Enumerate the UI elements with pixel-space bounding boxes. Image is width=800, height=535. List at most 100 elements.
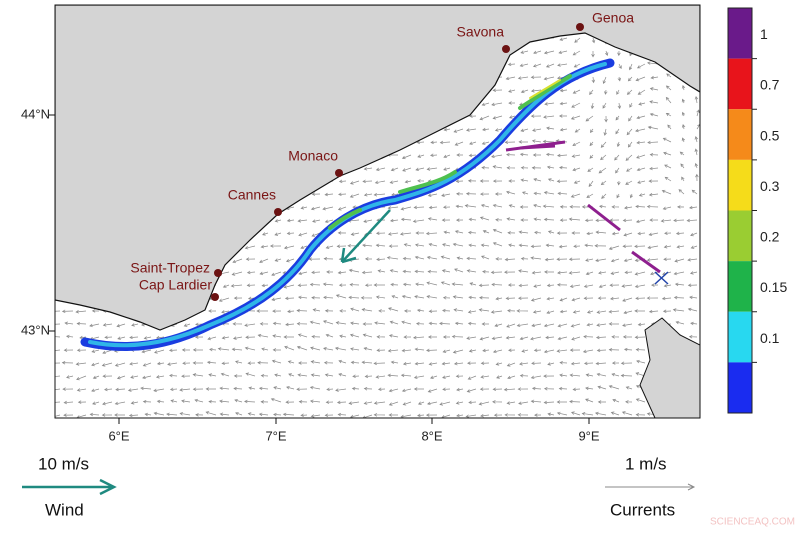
current-arrow <box>389 180 399 184</box>
current-arrow <box>116 323 126 328</box>
current-arrow <box>611 373 620 377</box>
current-arrow <box>681 98 686 104</box>
current-arrow <box>482 230 490 234</box>
current-arrow <box>649 218 659 222</box>
current-arrow <box>517 387 529 391</box>
current-arrow <box>621 284 633 288</box>
current-arrow <box>532 63 542 68</box>
current-arrow <box>373 401 386 405</box>
current-arrow <box>181 374 191 378</box>
current-arrow <box>467 321 477 326</box>
current-arrow <box>569 348 581 352</box>
current-arrow <box>533 217 542 221</box>
current-arrow <box>127 388 139 392</box>
current-arrow <box>468 243 477 248</box>
current-arrow <box>622 323 633 327</box>
current-arrow <box>271 359 282 364</box>
current-arrow <box>542 204 555 209</box>
colorbar: 1 0.7 0.5 0.3 0.2 0.15 0.1 <box>727 7 787 414</box>
current-arrow <box>508 204 516 208</box>
current-arrow <box>519 336 529 341</box>
current-arrow <box>611 205 620 209</box>
current-arrow <box>519 152 529 157</box>
current-arrow <box>517 76 529 80</box>
current-arrow <box>454 141 464 146</box>
current-arrow <box>375 167 386 172</box>
current-arrow <box>628 115 633 122</box>
current-arrow <box>649 87 659 91</box>
current-arrow <box>479 387 490 391</box>
current-arrow <box>624 270 633 275</box>
current-arrow <box>338 359 347 364</box>
current-arrow <box>585 386 594 391</box>
current-arrow <box>608 385 620 390</box>
current-arrow <box>508 101 516 105</box>
current-arrow <box>648 179 659 183</box>
current-arrow <box>363 193 373 197</box>
current-speed: 1 m/s <box>625 454 667 473</box>
current-arrow <box>651 283 659 287</box>
current-arrow <box>482 127 490 132</box>
current-arrow <box>389 218 399 223</box>
current-arrow <box>297 333 308 338</box>
current-arrow <box>207 336 217 341</box>
current-arrow <box>349 333 360 338</box>
current-arrow <box>454 321 464 326</box>
current-arrow <box>222 284 230 288</box>
current-arrow <box>696 109 700 117</box>
current-arrow <box>479 179 490 183</box>
current-arrow <box>414 361 425 366</box>
current-arrow <box>400 373 412 378</box>
current-arrow <box>428 309 438 313</box>
current-arrow <box>283 245 295 250</box>
current-arrow <box>440 281 451 286</box>
current-arrow <box>337 231 347 235</box>
current-arrow <box>455 374 464 378</box>
current-scale-arrow <box>605 483 696 491</box>
current-arrow <box>414 347 425 352</box>
current-arrow <box>478 308 490 312</box>
current-arrow <box>616 141 621 148</box>
current-arrow <box>649 100 659 104</box>
current-arrow <box>530 297 542 302</box>
current-arrow <box>404 180 412 184</box>
current-arrow <box>387 373 399 378</box>
current-arrow <box>296 308 308 313</box>
current-arrow <box>364 257 373 261</box>
current-arrow <box>414 295 425 299</box>
current-arrow <box>390 167 399 172</box>
current-arrow <box>310 414 321 418</box>
current-arrow <box>361 308 373 312</box>
current-arrow <box>622 244 633 249</box>
current-arrow <box>571 154 581 158</box>
current-arrow <box>430 153 438 158</box>
current-arrow <box>506 190 516 195</box>
current-arrow <box>297 219 308 223</box>
current-arrow <box>495 218 503 222</box>
current-arrow <box>262 232 269 236</box>
current-arrow <box>455 218 464 222</box>
current-arrow <box>543 50 555 55</box>
current-arrow <box>598 284 607 289</box>
current-arrow <box>674 282 685 287</box>
current-arrow <box>584 218 594 223</box>
current-arrow <box>465 191 477 196</box>
current-arrow <box>491 102 503 107</box>
current-arrow <box>589 128 594 134</box>
current-arrow <box>300 206 308 210</box>
current-arrow <box>648 193 659 197</box>
current-arrow <box>623 258 633 263</box>
current-arrow <box>363 346 373 351</box>
current-arrow <box>595 335 607 340</box>
current-arrow <box>690 232 698 237</box>
current-arrow <box>617 102 622 110</box>
current-arrow <box>468 295 477 300</box>
current-arrow <box>559 101 568 106</box>
current-arrow <box>387 307 399 312</box>
current-arrow <box>508 179 516 183</box>
current-arrow <box>400 206 412 211</box>
current-arrow <box>456 256 464 260</box>
current-arrow <box>492 115 503 120</box>
current-arrow <box>626 167 633 172</box>
current-arrow <box>646 258 659 262</box>
